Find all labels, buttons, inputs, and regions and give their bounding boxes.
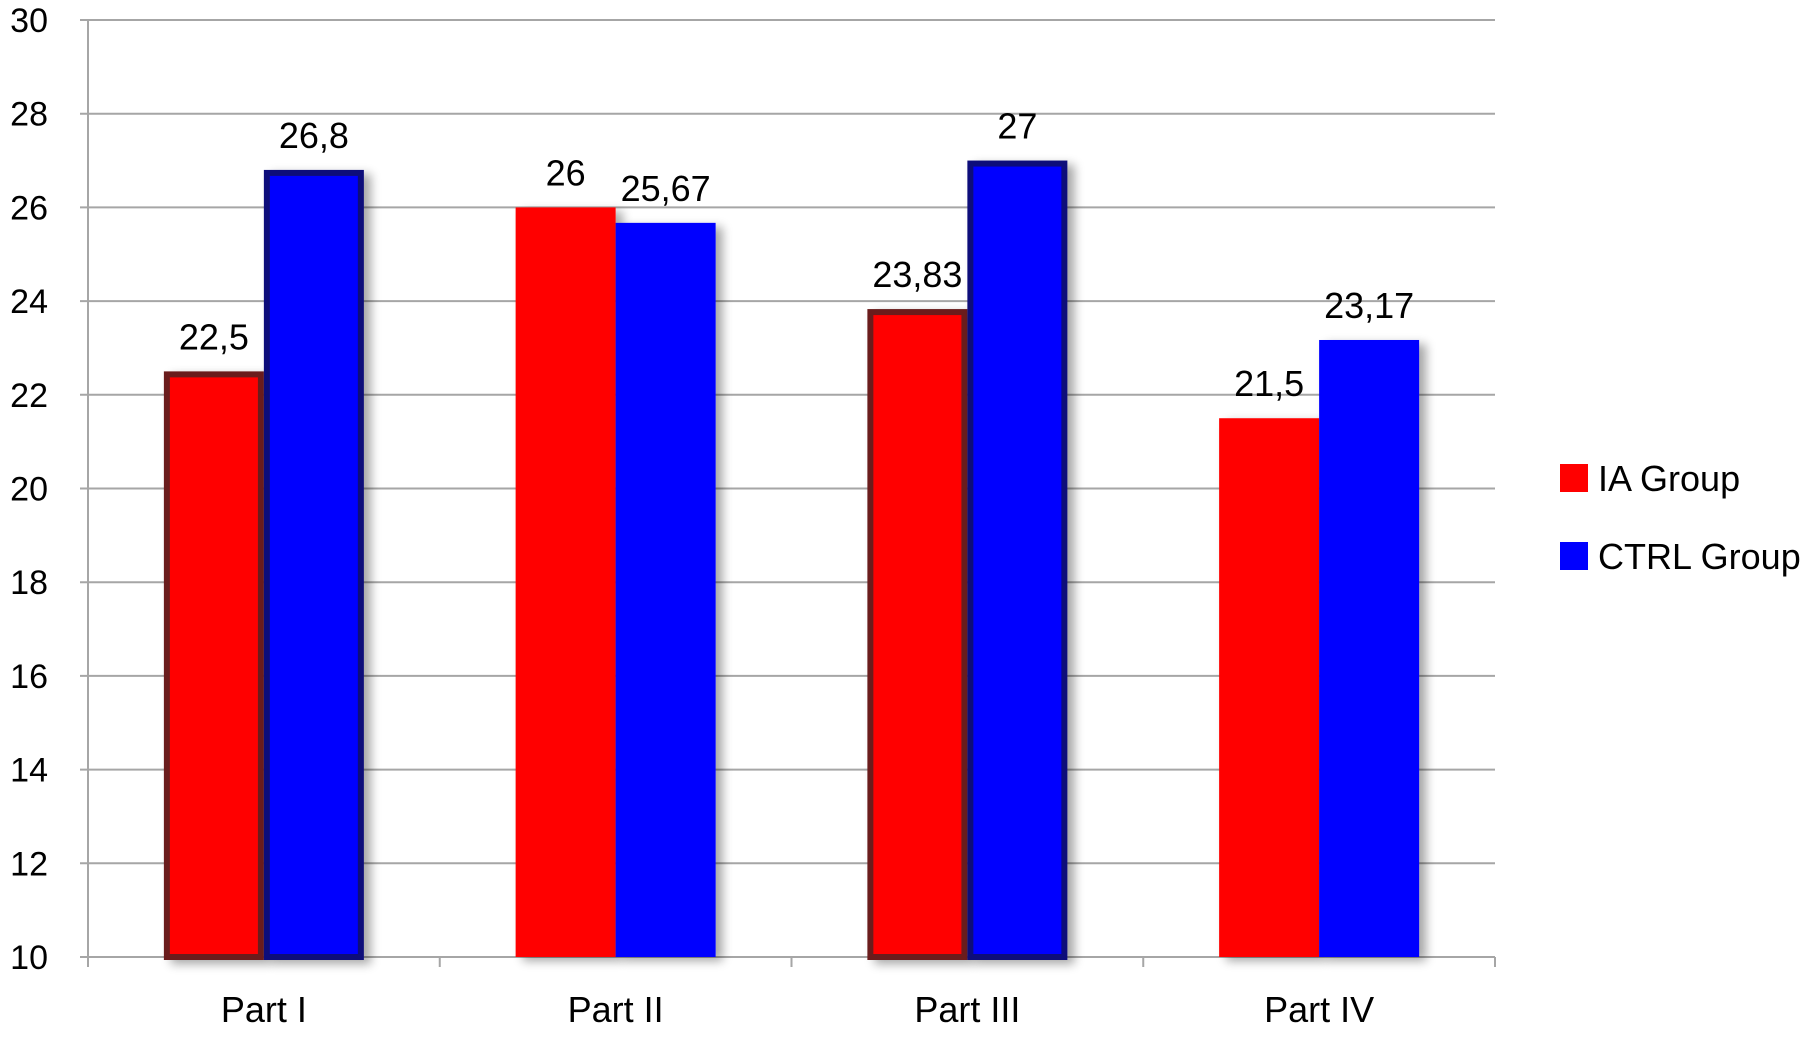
legend-label: IA Group bbox=[1598, 458, 1740, 499]
y-tick-label: 24 bbox=[10, 283, 48, 321]
bar bbox=[263, 169, 364, 961]
data-label: 23,83 bbox=[872, 254, 962, 295]
y-tick-label: 14 bbox=[10, 752, 48, 790]
bar bbox=[867, 309, 968, 960]
y-tick-label: 26 bbox=[10, 189, 48, 227]
y-tick-label: 22 bbox=[10, 377, 48, 415]
bars bbox=[163, 160, 1420, 961]
y-tick-label: 20 bbox=[10, 471, 48, 509]
y-tick-label: 12 bbox=[10, 845, 48, 883]
legend-swatch bbox=[1560, 464, 1588, 492]
legend: IA Group CTRL Group bbox=[1560, 458, 1801, 577]
bar bbox=[515, 207, 616, 957]
data-label: 25,67 bbox=[621, 168, 711, 209]
bar bbox=[1319, 339, 1420, 958]
legend-label: CTRL Group bbox=[1598, 536, 1801, 577]
y-tick-label: 10 bbox=[10, 939, 48, 977]
bar bbox=[967, 160, 1068, 961]
bar bbox=[163, 371, 264, 960]
bar bbox=[615, 222, 716, 958]
y-tick-label: 18 bbox=[10, 564, 48, 602]
axes: 10 12 14 16 18 20 22 24 26 28 30 Part I Part II Part … bbox=[10, 2, 1496, 1030]
data-labels: 22,5 26,8 26 25,67 23,83 27 21,5 23,17 bbox=[179, 106, 1414, 405]
y-tick-label: 28 bbox=[10, 96, 48, 134]
data-label: 21,5 bbox=[1234, 363, 1304, 404]
x-tick-label: Part IV bbox=[1264, 989, 1374, 1030]
y-tick-label: 16 bbox=[10, 658, 48, 696]
x-tick-label: Part I bbox=[221, 989, 307, 1030]
data-label: 26,8 bbox=[279, 115, 349, 156]
y-tick-label: 30 bbox=[10, 2, 48, 40]
bar bbox=[1219, 418, 1320, 958]
data-label: 26 bbox=[546, 152, 586, 193]
data-label: 27 bbox=[997, 106, 1037, 147]
data-label: 23,17 bbox=[1324, 285, 1414, 326]
data-label: 22,5 bbox=[179, 316, 249, 357]
legend-swatch bbox=[1560, 542, 1588, 570]
x-tick-label: Part III bbox=[914, 989, 1020, 1030]
x-tick-label: Part II bbox=[568, 989, 664, 1030]
